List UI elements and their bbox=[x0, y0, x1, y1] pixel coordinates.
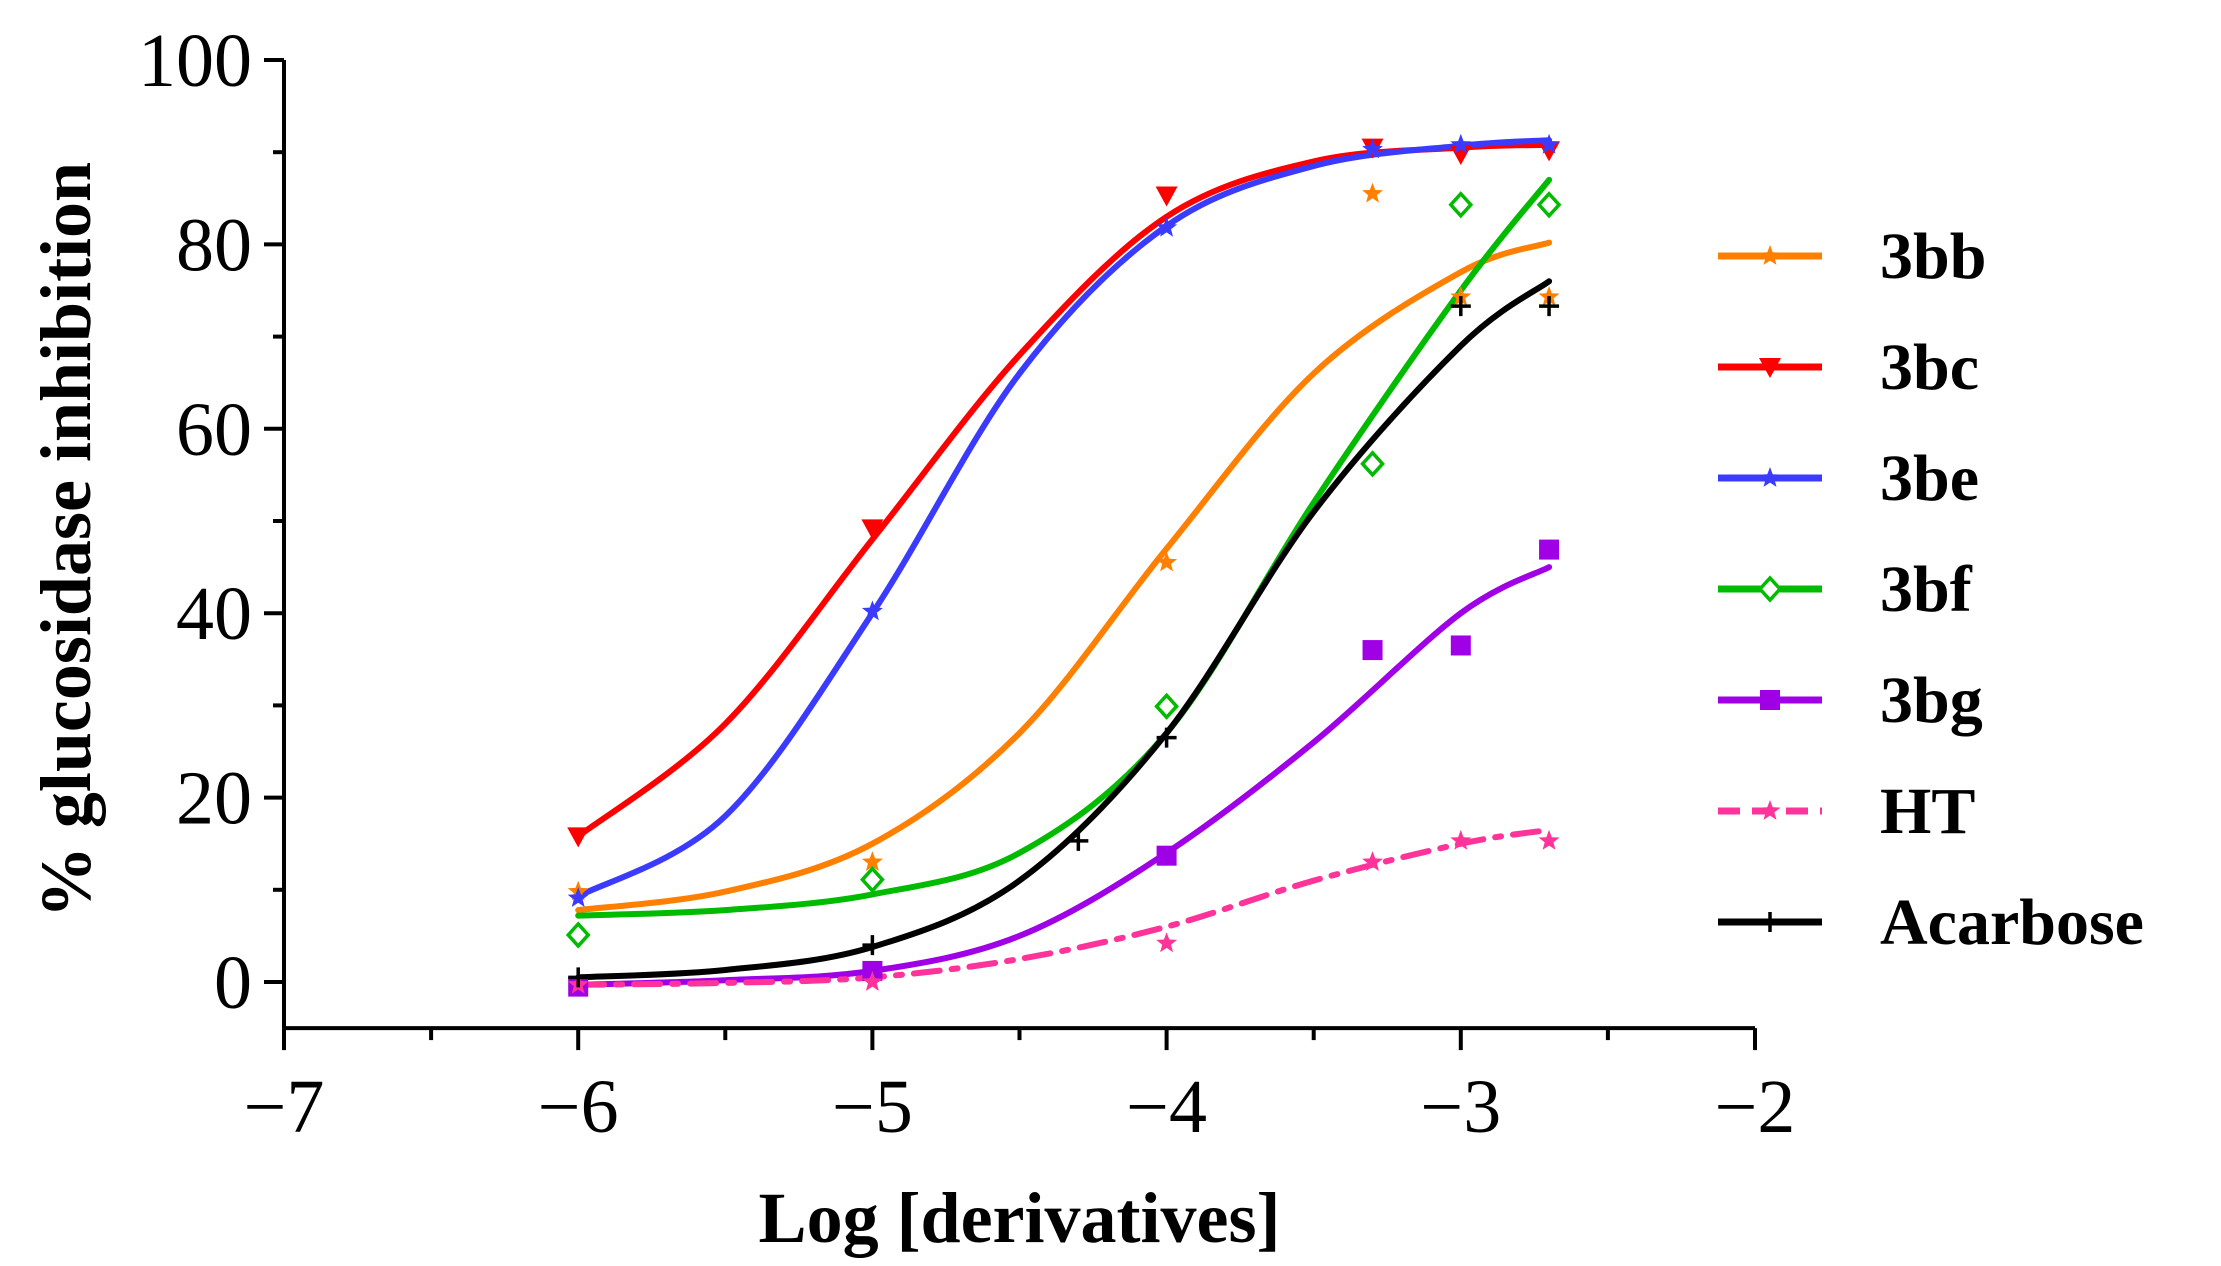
y-tick-label: 40 bbox=[176, 572, 252, 656]
x-axis-title: Log [derivatives] bbox=[759, 1178, 1281, 1258]
legend-marker-3bc bbox=[1759, 358, 1781, 378]
legend-marker-HT bbox=[1759, 800, 1781, 820]
data-point-3bf-4 bbox=[1448, 191, 1474, 219]
y-tick-label: 100 bbox=[138, 19, 252, 103]
legend-label-3bf: 3bf bbox=[1880, 553, 1973, 626]
data-point-3bg-2 bbox=[1156, 845, 1177, 866]
series-line-3bc bbox=[575, 141, 1553, 840]
data-point-3bc-5 bbox=[1538, 141, 1561, 162]
y-tick-label: 20 bbox=[176, 757, 252, 841]
legend-label-3bb: 3bb bbox=[1880, 220, 1986, 293]
series-line-3bf bbox=[575, 176, 1553, 919]
y-axis-title: % glucosidase inhibition bbox=[26, 162, 106, 918]
data-point-3bc-0 bbox=[567, 827, 590, 848]
x-tick-label: −7 bbox=[244, 1065, 325, 1149]
y-tick-label: 0 bbox=[214, 941, 252, 1025]
data-point-HT-2 bbox=[1156, 932, 1178, 953]
data-point-3bf-0 bbox=[565, 921, 591, 949]
data-point-3bf-3 bbox=[1360, 450, 1385, 478]
series-line-HT bbox=[575, 826, 1553, 988]
data-point-3bb-3 bbox=[1362, 182, 1383, 203]
data-point-HT-1 bbox=[861, 971, 883, 991]
data-point-3bg-4 bbox=[1450, 635, 1471, 656]
data-point-Acarbose-5 bbox=[1539, 296, 1560, 317]
data-point-Acarbose-1 bbox=[862, 935, 883, 956]
data-point-3be-2 bbox=[1156, 216, 1178, 237]
series-line-3bg bbox=[575, 564, 1553, 988]
legend-label-HT: HT bbox=[1880, 775, 1975, 848]
data-point-3bb-1 bbox=[861, 851, 883, 871]
markers-layer bbox=[565, 133, 1562, 997]
legend-label-Acarbose: Acarbose bbox=[1880, 886, 2144, 959]
data-point-3bf-1 bbox=[860, 866, 885, 894]
axes-layer: 0 20 40 60 80 100 −7 −6 −5 −4 −3 −2 Log [derivatives… bbox=[26, 19, 1795, 1258]
data-point-3bf-2 bbox=[1154, 692, 1179, 720]
data-point-3bg-1 bbox=[862, 960, 883, 981]
data-point-3bb-4 bbox=[1450, 286, 1472, 306]
x-tick-label: −6 bbox=[538, 1065, 619, 1149]
data-point-3bb-2 bbox=[1156, 551, 1178, 572]
data-point-3be-0 bbox=[567, 887, 589, 907]
y-tick-label: 60 bbox=[176, 388, 252, 472]
x-tick-label: −2 bbox=[1715, 1065, 1796, 1149]
x-tick-label: −4 bbox=[1126, 1065, 1207, 1149]
data-point-3be-4 bbox=[1450, 133, 1472, 154]
data-point-3bg-3 bbox=[1362, 640, 1383, 661]
data-point-3bb-5 bbox=[1538, 286, 1560, 306]
series-line-Acarbose bbox=[575, 278, 1553, 981]
x-tick-label: −5 bbox=[832, 1065, 913, 1149]
data-point-Acarbose-2 bbox=[1068, 830, 1089, 851]
data-point-3bc-1 bbox=[861, 519, 884, 540]
data-point-3be-3 bbox=[1362, 138, 1383, 159]
series-line-3be bbox=[575, 137, 1553, 900]
data-point-HT-4 bbox=[1450, 829, 1472, 850]
y-tick-label: 80 bbox=[176, 203, 252, 287]
legend: 3bb 3bc 3be 3bf 3bg HT Acarbose bbox=[1718, 220, 2144, 959]
legend-label-3be: 3be bbox=[1880, 442, 1979, 515]
series-line-3bb bbox=[575, 239, 1553, 914]
data-point-Acarbose-4 bbox=[1450, 296, 1471, 317]
data-point-3bc-4 bbox=[1449, 145, 1472, 166]
curves-layer bbox=[575, 137, 1553, 988]
legend-marker-3bb bbox=[1759, 245, 1781, 265]
data-point-3be-5 bbox=[1538, 133, 1560, 154]
legend-marker-3bf bbox=[1757, 575, 1783, 603]
data-point-Acarbose-0 bbox=[568, 967, 589, 988]
data-point-3bf-5 bbox=[1536, 191, 1562, 219]
data-point-3be-1 bbox=[861, 600, 883, 621]
legend-marker-Acarbose bbox=[1760, 912, 1780, 932]
x-tick-label: −3 bbox=[1420, 1065, 1501, 1149]
data-point-Acarbose-3 bbox=[1156, 727, 1177, 748]
legend-marker-3be bbox=[1759, 467, 1781, 487]
legend-label-3bg: 3bg bbox=[1880, 664, 1983, 737]
legend-marker-3bg bbox=[1760, 690, 1780, 710]
data-point-3bg-5 bbox=[1539, 539, 1560, 560]
data-point-HT-5 bbox=[1538, 829, 1560, 850]
data-point-HT-3 bbox=[1362, 851, 1383, 871]
legend-label-3bc: 3bc bbox=[1880, 331, 1979, 404]
data-point-3bc-2 bbox=[1155, 186, 1178, 207]
